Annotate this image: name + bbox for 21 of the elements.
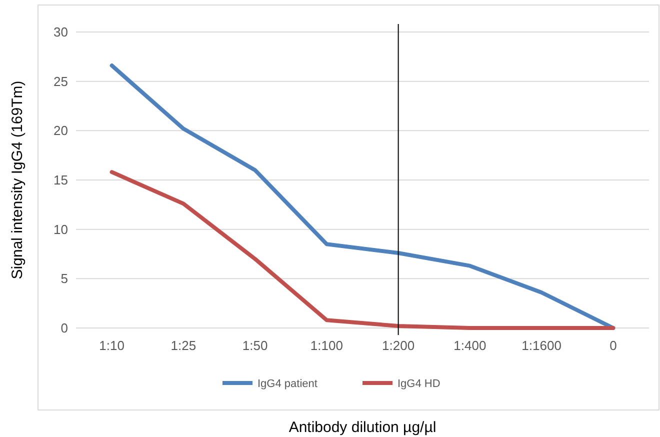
x-tick-label: 1:100 [310, 338, 343, 353]
y-tick-label: 20 [54, 123, 68, 138]
x-tick-label: 1:10 [99, 338, 124, 353]
x-axis-title: Antibody dilution µg/µl [288, 419, 436, 436]
y-tick-label: 30 [54, 24, 68, 40]
x-tick-label: 1:1600 [522, 338, 562, 353]
legend-label: IgG4 HD [398, 378, 440, 390]
x-tick-label: 1:50 [242, 338, 268, 353]
y-axis-title: Signal intensity IgG4 (169Tm) [9, 80, 26, 280]
y-tick-label: 0 [60, 320, 68, 336]
y-tick-label: 25 [54, 74, 68, 89]
legend-label: IgG4 patient [258, 378, 318, 390]
x-tick-label: 1:200 [382, 338, 415, 353]
x-tick-label: 1:400 [454, 338, 486, 353]
y-tick-label: 10 [54, 222, 68, 237]
line-series [110, 170, 616, 330]
y-tick-label: 5 [60, 271, 68, 286]
x-tick-label: 1:25 [170, 338, 196, 353]
y-tick-label: 15 [54, 172, 68, 188]
line-series [110, 64, 616, 330]
x-tick-label: 0 [610, 338, 617, 353]
